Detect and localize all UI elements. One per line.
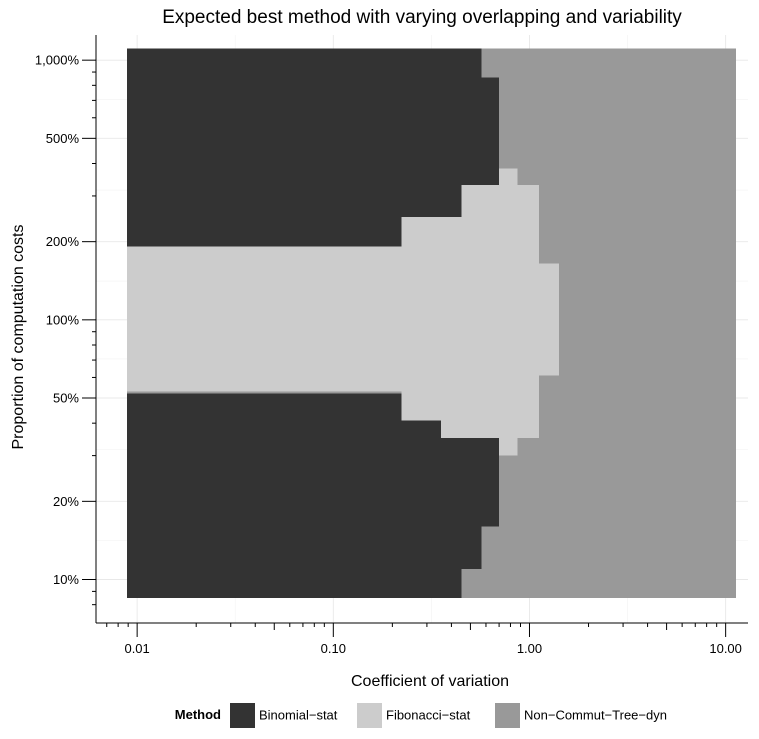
y-tick-label: 200% [46, 234, 80, 249]
region-12 [499, 438, 518, 456]
y-tick-label: 50% [53, 391, 79, 406]
axes: 10% 20% 50% 100% 200% 500% 1,000% 0.01 0.10 1.00 1… [35, 35, 748, 656]
legend-label: Fibonacci−stat [386, 708, 471, 723]
legend-item: Binomial−stat [230, 703, 338, 728]
region-1 [127, 77, 500, 202]
region-11 [441, 420, 540, 439]
region-14 [127, 420, 442, 439]
region-10 [401, 391, 540, 421]
region-0 [127, 48, 482, 78]
y-tick-label: 20% [53, 494, 79, 509]
x-tick-label: 0.01 [124, 641, 149, 656]
chart-title: Expected best method with varying overla… [162, 7, 682, 28]
region-6 [401, 216, 540, 247]
legend-swatch [357, 703, 382, 728]
legend-label: Non−Commut−Tree−dyn [524, 708, 667, 723]
x-axis-title: Coefficient of variation [351, 673, 509, 690]
y-tick-label: 10% [53, 572, 79, 587]
region-9 [127, 375, 540, 392]
region-8 [127, 263, 559, 376]
y-tick-label: 1,000% [35, 53, 80, 68]
method-regions [127, 48, 737, 598]
region-3 [127, 216, 402, 247]
y-tick-label: 500% [46, 131, 80, 146]
x-tick-label: 10.00 [709, 641, 742, 656]
region-13 [127, 393, 402, 421]
legend-swatch [495, 703, 520, 728]
legend-swatch [230, 703, 255, 728]
region-5 [461, 185, 540, 217]
x-tick-label: 0.10 [321, 641, 346, 656]
y-axis-title: Proportion of computation costs [10, 224, 27, 449]
x-tick-label: 1.00 [517, 641, 542, 656]
legend-item: Non−Commut−Tree−dyn [495, 703, 667, 728]
legend-title: Method [175, 707, 221, 722]
legend: Method Binomial−stat Fibonacci−stat Non−Com… [175, 703, 667, 728]
legend-item: Fibonacci−stat [357, 703, 471, 728]
region-7 [127, 246, 540, 264]
region-4 [499, 168, 518, 186]
region-16 [127, 526, 482, 569]
y-tick-label: 100% [46, 312, 80, 327]
region-2 [127, 201, 462, 217]
region-15 [127, 438, 500, 527]
legend-label: Binomial−stat [259, 708, 338, 723]
region-17 [127, 568, 462, 598]
